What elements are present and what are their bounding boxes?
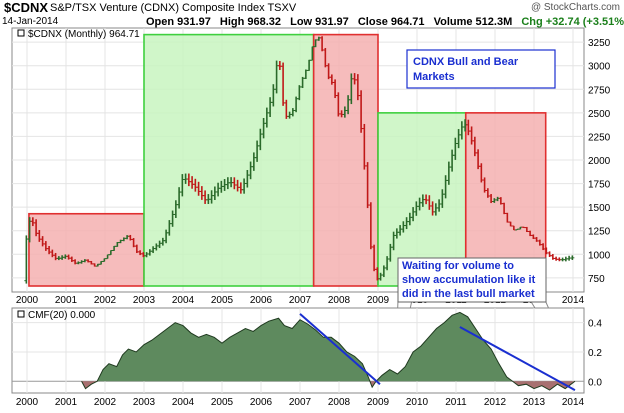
bull-market-zone (143, 33, 315, 287)
y-tick-label: 1750 (588, 180, 611, 191)
title-box-line2: Markets (413, 71, 455, 83)
main-legend-label: $CDNX (Monthly) 964.71 (28, 29, 140, 40)
cmf-x-tick-label: 2013 (523, 397, 546, 408)
brand-watermark: @ StockCharts.com (530, 2, 620, 13)
cmf-x-tick-label: 2001 (55, 397, 78, 408)
bear-market-zone (464, 112, 547, 287)
volume-value: Volume 512.3M (433, 16, 513, 28)
cmf-x-tick-label: 2002 (94, 397, 117, 408)
x-tick-label: 2006 (250, 295, 273, 306)
bear-market-zone (28, 212, 145, 287)
y-tick-label: 1500 (588, 203, 611, 214)
cmf-x-tick-label: 2005 (211, 397, 234, 408)
high-value: High 968.32 (219, 16, 282, 28)
cmf-y-tick-label: 0.0 (588, 377, 602, 388)
cmf-positive-area (97, 312, 513, 382)
cmf-x-tick-label: 2012 (484, 397, 507, 408)
cmf-x-tick-label: 2006 (250, 397, 273, 408)
cmf-trend-line (299, 313, 381, 385)
cmf-line (81, 311, 576, 391)
index-name: S&P/TSX Venture (CDNX) Composite Index T… (50, 2, 297, 14)
cmf-x-tick-label: 2000 (16, 397, 39, 408)
change-value: Chg +32.74 (+3.51%) ▲ (521, 16, 624, 28)
cmf-trend-line (459, 326, 576, 391)
cmf-x-tick-label: 2011 (445, 397, 467, 408)
cmf-negative-area (81, 381, 575, 391)
x-tick-label: 2014 (562, 295, 585, 306)
legend-swatch (17, 29, 25, 37)
x-tick-label: 2001 (55, 295, 78, 306)
x-tick-label: 2000 (16, 295, 39, 306)
title-box (406, 49, 556, 89)
close-value: Close 964.71 (357, 16, 425, 28)
title-box-line1: CDNX Bull and Bear (413, 56, 519, 68)
y-tick-label: 2750 (588, 85, 611, 96)
note-line2: show accumulation like it (402, 274, 536, 286)
quote-summary: Open 931.97 High 968.32 Low 931.97 Close… (146, 16, 624, 28)
x-tick-label: 2004 (172, 295, 195, 306)
cmf-x-tick-label: 2003 (133, 397, 156, 408)
note-box (397, 257, 547, 303)
cmf-x-tick-label: 2014 (562, 397, 585, 408)
y-tick-label: 3000 (588, 62, 611, 73)
cmf-y-tick-label: 0.4 (588, 319, 602, 330)
cmf-x-tick-label: 2009 (367, 397, 390, 408)
bull-market-zone (377, 112, 467, 287)
y-tick-label: 1250 (588, 227, 611, 238)
low-value: Low 931.97 (290, 16, 349, 28)
open-value: Open 931.97 (146, 16, 211, 28)
ticker-symbol: $CDNX (4, 0, 49, 15)
cmf-x-tick-label: 2004 (172, 397, 195, 408)
y-tick-label: 3250 (588, 38, 611, 49)
y-tick-label: 2500 (588, 109, 611, 120)
x-tick-label: 2008 (328, 295, 351, 306)
y-tick-label: 2000 (588, 156, 611, 167)
x-tick-label: 2005 (211, 295, 234, 306)
cmf-x-tick-label: 2008 (328, 397, 351, 408)
cmf-legend-swatch (17, 310, 25, 318)
x-tick-label: 2007 (289, 295, 312, 306)
bear-market-zone (312, 33, 379, 287)
y-tick-label: 1000 (588, 250, 611, 261)
quote-date: 14-Jan-2014 (2, 16, 59, 27)
x-tick-label: 2003 (133, 295, 156, 306)
x-tick-label: 2009 (367, 295, 390, 306)
cmf-x-tick-label: 2010 (406, 397, 429, 408)
cmf-y-tick-label: 0.2 (588, 348, 602, 359)
note-line1: Waiting for volume to (402, 260, 514, 272)
cmf-x-tick-label: 2007 (289, 397, 312, 408)
cmf-legend-label: CMF(20) 0.000 (28, 310, 96, 321)
x-tick-label: 2002 (94, 295, 117, 306)
note-line3: did in the last bull market (402, 288, 535, 300)
y-tick-label: 750 (588, 274, 605, 285)
y-tick-label: 2250 (588, 132, 611, 143)
